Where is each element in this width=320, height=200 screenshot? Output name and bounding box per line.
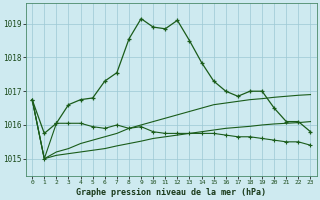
X-axis label: Graphe pression niveau de la mer (hPa): Graphe pression niveau de la mer (hPa) (76, 188, 266, 197)
